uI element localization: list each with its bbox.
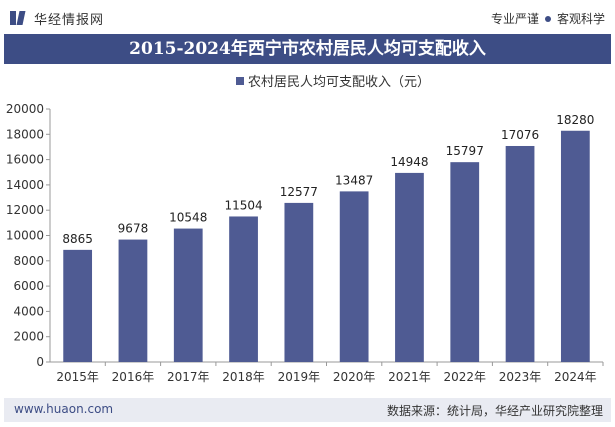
data-label: 8865	[62, 232, 93, 246]
data-label: 18280	[556, 113, 594, 127]
y-tick-label: 16000	[6, 153, 44, 167]
axes: 0 2000 4000 6000 8000 10000 12000 14000 16000 180…	[6, 102, 604, 384]
bar-2022年	[450, 162, 480, 362]
bar-chart: 农村居民人均可支配收入（元） 0 2000 4000 6000 8000 10000 120…	[6, 75, 604, 384]
bar-2020年	[339, 191, 369, 362]
data-label: 13487	[335, 173, 373, 187]
x-tick-label: 2024年	[554, 370, 597, 384]
x-tick-label: 2019年	[278, 370, 321, 384]
brand: 华经情报网	[10, 8, 104, 28]
legend: 农村居民人均可支配收入（元）	[236, 75, 430, 90]
separator-dot-icon	[544, 15, 551, 22]
y-tick-label: 12000	[6, 203, 44, 217]
x-tick-label: 2018年	[222, 370, 265, 384]
y-tick-label: 4000	[13, 304, 44, 318]
data-label: 12577	[280, 185, 318, 199]
data-label: 11504	[224, 198, 262, 212]
y-tick-label: 10000	[6, 229, 44, 243]
bar-2016年	[118, 239, 148, 362]
website-link[interactable]: www.huaon.com	[14, 402, 114, 416]
tag-professional: 专业严谨	[490, 12, 539, 26]
footer: www.huaon.com 数据来源：统计局，华经产业研究院整理	[4, 398, 611, 422]
y-tick-label: 0	[36, 355, 44, 369]
brand-name: 华经情报网	[34, 12, 105, 28]
legend-label: 农村居民人均可支配收入（元）	[248, 75, 430, 90]
y-tick-label: 6000	[13, 279, 44, 293]
top-bar: 华经情报网 专业严谨 客观科学	[0, 0, 615, 34]
bars: 8865 9678 10548 11504 12577 13487 14948 15797 17…	[62, 113, 594, 362]
bar-2023年	[505, 145, 535, 362]
logo-icon	[10, 10, 28, 26]
y-tick-label: 20000	[6, 102, 44, 116]
data-label: 10548	[169, 211, 207, 225]
x-tick-label: 2020年	[333, 370, 376, 384]
data-label: 14948	[390, 155, 428, 169]
bar-2019年	[284, 202, 314, 362]
x-tick-label: 2015年	[56, 370, 99, 384]
data-label: 17076	[501, 128, 539, 142]
bar-2021年	[395, 172, 424, 362]
chart-title: 2015-2024年西宁市农村居民人均可支配收入	[4, 34, 611, 64]
y-tick-label: 8000	[13, 254, 44, 268]
bar-2015年	[63, 249, 93, 362]
bar-2024年	[560, 130, 590, 362]
tag-objective: 客观科学	[556, 12, 605, 26]
data-label: 9678	[118, 222, 149, 236]
legend-swatch	[236, 77, 244, 85]
data-label: 15797	[446, 144, 484, 158]
y-tick-label: 14000	[6, 178, 44, 192]
data-source: 数据来源：统计局，华经产业研究院整理	[386, 404, 603, 418]
x-tick-label: 2023年	[499, 370, 542, 384]
y-tick-label: 18000	[6, 127, 44, 141]
x-tick-label: 2022年	[443, 370, 486, 384]
y-tick-label: 2000	[13, 330, 44, 344]
bar-2017年	[173, 228, 203, 362]
x-tick-label: 2021年	[388, 370, 431, 384]
tagline: 专业严谨 客观科学	[491, 10, 605, 27]
x-tick-label: 2017年	[167, 370, 210, 384]
x-tick-label: 2016年	[112, 370, 155, 384]
bar-2018年	[229, 216, 258, 362]
